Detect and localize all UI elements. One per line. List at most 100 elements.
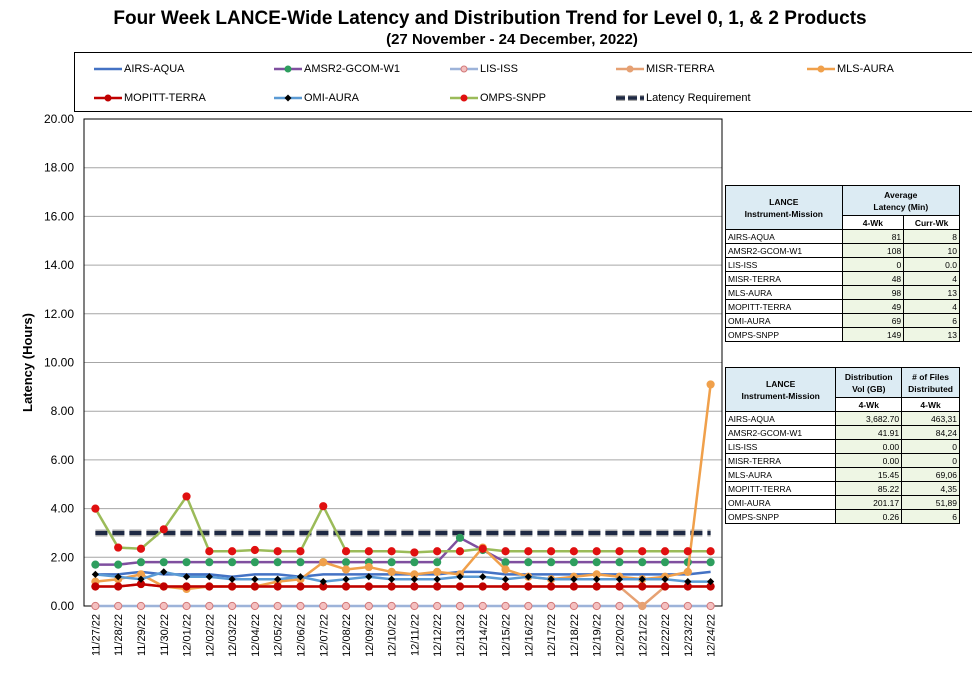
distribution-table-row: LIS-ISS 0.00 0	[724, 439, 960, 454]
series-lis-iss-point	[136, 601, 146, 611]
series-mopitt-terra-point	[114, 582, 123, 591]
series-omps-snpp-point	[91, 504, 100, 513]
series-mls-aura-point	[319, 558, 328, 567]
mission-name-cell: MISR-TERRA	[724, 453, 837, 468]
series-mls-aura-point	[706, 380, 715, 389]
series-amsr2-gcom-w1-point	[547, 558, 556, 567]
value-cell: 69,06	[901, 467, 960, 482]
latency-table-sub-4wk: 4-Wk	[841, 215, 905, 230]
series-lis-iss-point	[364, 601, 373, 611]
series-mopitt-terra-point	[228, 582, 237, 591]
series-omps-snpp-point	[296, 547, 305, 556]
distribution-table-row: OMPS-SNPP 0.26 6	[724, 509, 960, 524]
x-tick-label: 12/14/22	[478, 614, 490, 657]
series-omps-snpp-point	[706, 547, 715, 556]
value-cell: 85.22	[835, 481, 903, 496]
series-omps-snpp-point	[182, 492, 191, 501]
series-omi-aura-point	[296, 573, 305, 581]
series-omps-snpp-point	[547, 547, 556, 556]
legend-swatch	[94, 94, 122, 102]
series-amsr2-gcom-w1-point	[660, 558, 670, 567]
series-amsr2-gcom-w1-point	[136, 558, 146, 567]
series-omps-snpp-point	[273, 547, 282, 556]
series-lis-iss-point	[524, 601, 533, 611]
value-cell: 48	[841, 271, 905, 286]
series-omi-aura-line	[95, 570, 711, 583]
latency-table-sub-currwk: Curr-Wk	[903, 215, 960, 230]
legend-swatch	[616, 95, 644, 101]
value-cell: 15.45	[835, 467, 903, 482]
series-mopitt-terra-point	[501, 582, 510, 591]
value-cell: 51,89	[901, 495, 960, 510]
series-omps-snpp-point	[592, 547, 601, 556]
mission-name-cell: LIS-ISS	[724, 439, 837, 454]
legend-label: OMPS-SNPP	[480, 92, 547, 104]
value-cell: 0.00	[835, 453, 903, 468]
legend-swatch	[274, 94, 302, 102]
series-amsr2-gcom-w1-point	[410, 558, 419, 567]
series-omi-aura-point	[160, 568, 168, 576]
x-tick-label: 12/15/22	[501, 614, 513, 657]
y-tick-label: 4.00	[51, 502, 75, 516]
series-lis-iss-point	[615, 601, 624, 611]
legend-swatch	[450, 94, 478, 102]
value-cell: 10	[903, 243, 960, 258]
series-lis-iss-point	[387, 601, 396, 611]
y-tick-label: 0.00	[51, 599, 75, 613]
y-tick-label: 12.00	[44, 307, 74, 321]
series-lis-iss-point	[91, 601, 100, 611]
value-cell: 0	[901, 453, 960, 468]
series-omps-snpp-point	[228, 547, 237, 556]
x-tick-label: 12/01/22	[182, 614, 194, 657]
latency-table-row: OMPS-SNPP 149 13	[725, 327, 960, 342]
series-amsr2-gcom-w1-point	[524, 558, 533, 567]
series-lis-iss-point	[683, 601, 692, 611]
series-mopitt-terra-point	[660, 582, 670, 591]
series-omi-aura-point	[684, 578, 692, 586]
series-mopitt-terra-point	[638, 582, 647, 591]
series-omi-aura-point	[274, 575, 282, 583]
series-amsr2-gcom-w1-point	[569, 558, 578, 567]
series-lis-iss-point	[592, 601, 601, 611]
series-mls-aura-point	[433, 567, 442, 577]
mission-name-cell: MLS-AURA	[725, 285, 843, 300]
dist-table-header-mission: LANCE Instrument-Mission	[724, 367, 837, 412]
mission-name-cell: MOPITT-TERRA	[725, 299, 843, 314]
value-cell: 0.00	[835, 439, 903, 454]
latency-table-row: MOPITT-TERRA 49 4	[725, 299, 960, 314]
series-mopitt-terra-point	[455, 582, 465, 591]
series-amsr2-gcom-w1-point	[296, 558, 305, 567]
mission-name-cell: OMI-AURA	[724, 495, 837, 510]
x-tick-label: 11/29/22	[136, 614, 148, 656]
chart-subtitle: (27 November - 24 December, 2022)	[386, 31, 638, 48]
series-mopitt-terra-point	[615, 582, 624, 591]
series-omi-aura-point	[570, 575, 578, 583]
series-omi-aura-point	[615, 575, 624, 583]
value-cell: 8	[903, 229, 960, 244]
y-tick-label: 20.00	[44, 112, 74, 126]
legend-label: MLS-AURA	[837, 63, 894, 75]
legend-label: LIS-ISS	[480, 63, 518, 75]
x-tick-label: 12/07/22	[318, 614, 330, 657]
x-tick-label: 12/04/22	[250, 614, 262, 657]
series-omi-aura-point	[661, 575, 669, 583]
series-amsr2-gcom-w1-point	[228, 558, 237, 567]
x-tick-label: 12/24/22	[706, 614, 718, 657]
series-mls-aura-point	[683, 567, 692, 577]
series-amsr2-gcom-w1-point	[455, 533, 465, 542]
series-omps-snpp-point	[433, 547, 442, 556]
latency-table-header-mission: LANCE Instrument-Mission	[725, 185, 843, 230]
series-mopitt-terra-point	[341, 582, 351, 591]
chart-title: Four Week LANCE-Wide Latency and Distrib…	[113, 8, 867, 29]
dist-table-header-files: # of Files Distributed	[901, 367, 960, 398]
x-tick-label: 12/12/22	[432, 614, 444, 657]
x-tick-label: 12/10/22	[387, 614, 399, 657]
series-amsr2-gcom-w1-point	[592, 558, 601, 567]
x-tick-label: 12/08/22	[341, 614, 353, 657]
legend-swatch	[274, 65, 302, 73]
series-omi-aura-point	[388, 575, 396, 583]
series-omps-snpp-point	[114, 543, 123, 552]
y-tick-label: 14.00	[44, 258, 74, 272]
y-tick-label: 6.00	[51, 453, 75, 467]
series-lis-iss-point	[341, 601, 351, 611]
